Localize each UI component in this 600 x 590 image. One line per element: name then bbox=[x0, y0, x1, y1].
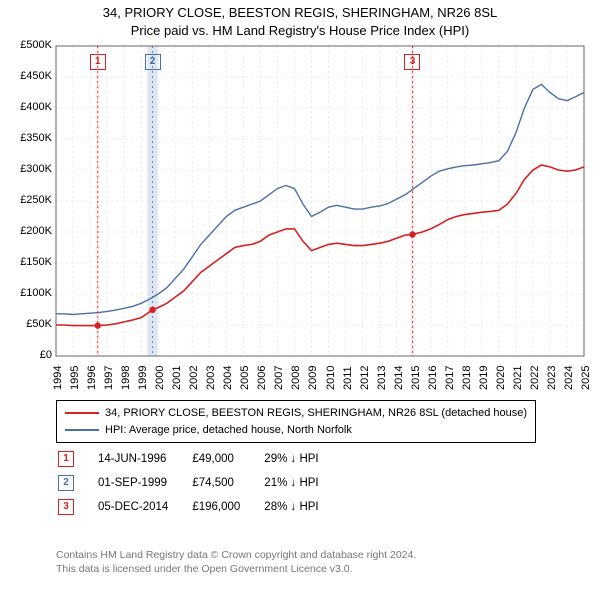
sales-table: 1 14-JUN-1996 £49,000 29% ↓ HPI 2 01-SEP… bbox=[56, 446, 343, 520]
chart-marker-1: 1 bbox=[90, 54, 106, 70]
x-tick-label: 2022 bbox=[529, 366, 541, 390]
x-tick-label: 1996 bbox=[86, 366, 98, 390]
chart-marker-2: 2 bbox=[145, 54, 161, 70]
sale-marker-1: 1 bbox=[58, 451, 74, 467]
y-tick-label: £400K bbox=[4, 101, 52, 113]
sale-date: 05-DEC-2014 bbox=[98, 496, 190, 518]
table-row: 3 05-DEC-2014 £196,000 28% ↓ HPI bbox=[58, 496, 341, 518]
table-row: 2 01-SEP-1999 £74,500 21% ↓ HPI bbox=[58, 472, 341, 494]
y-tick-label: £200K bbox=[4, 225, 52, 237]
sale-date: 14-JUN-1996 bbox=[98, 448, 190, 470]
legend-label-property: 34, PRIORY CLOSE, BEESTON REGIS, SHERING… bbox=[105, 407, 527, 419]
table-row: 1 14-JUN-1996 £49,000 29% ↓ HPI bbox=[58, 448, 341, 470]
legend-swatch-hpi bbox=[65, 429, 99, 431]
footnote: Contains HM Land Registry data © Crown c… bbox=[56, 548, 416, 576]
legend-item-hpi: HPI: Average price, detached house, Nort… bbox=[65, 422, 527, 439]
x-tick-label: 1995 bbox=[69, 366, 81, 390]
x-tick-label: 2023 bbox=[546, 366, 558, 390]
x-tick-label: 2012 bbox=[359, 366, 371, 390]
sale-marker-3: 3 bbox=[58, 499, 74, 515]
y-tick-label: £150K bbox=[4, 256, 52, 268]
x-tick-label: 2020 bbox=[495, 366, 507, 390]
x-tick-label: 2016 bbox=[427, 366, 439, 390]
y-tick-label: £350K bbox=[4, 132, 52, 144]
x-tick-label: 2006 bbox=[256, 366, 268, 390]
y-tick-label: £450K bbox=[4, 70, 52, 82]
y-tick-label: £0 bbox=[4, 349, 52, 361]
x-tick-label: 2013 bbox=[376, 366, 388, 390]
sale-marker-2: 2 bbox=[58, 475, 74, 491]
x-tick-label: 1997 bbox=[103, 366, 115, 390]
x-tick-label: 1999 bbox=[137, 366, 149, 390]
x-tick-label: 2024 bbox=[563, 366, 575, 390]
x-tick-label: 2015 bbox=[410, 366, 422, 390]
legend-swatch-property bbox=[65, 412, 99, 414]
y-tick-label: £100K bbox=[4, 287, 52, 299]
x-tick-label: 2003 bbox=[205, 366, 217, 390]
legend-item-property: 34, PRIORY CLOSE, BEESTON REGIS, SHERING… bbox=[65, 405, 527, 422]
x-tick-label: 2004 bbox=[222, 366, 234, 390]
sale-delta: 21% ↓ HPI bbox=[264, 472, 340, 494]
sale-price: £74,500 bbox=[192, 472, 262, 494]
sale-price: £196,000 bbox=[192, 496, 262, 518]
footnote-line-1: Contains HM Land Registry data © Crown c… bbox=[56, 548, 416, 562]
x-tick-label: 2017 bbox=[444, 366, 456, 390]
sale-date: 01-SEP-1999 bbox=[98, 472, 190, 494]
x-tick-label: 2025 bbox=[580, 366, 592, 390]
y-tick-label: £50K bbox=[4, 318, 52, 330]
x-tick-label: 2009 bbox=[307, 366, 319, 390]
x-tick-label: 2008 bbox=[290, 366, 302, 390]
sale-delta: 28% ↓ HPI bbox=[264, 496, 340, 518]
x-tick-label: 2019 bbox=[478, 366, 490, 390]
x-tick-label: 2000 bbox=[154, 366, 166, 390]
x-tick-label: 2005 bbox=[239, 366, 251, 390]
y-tick-label: £300K bbox=[4, 163, 52, 175]
footnote-line-2: This data is licensed under the Open Gov… bbox=[56, 562, 416, 576]
legend: 34, PRIORY CLOSE, BEESTON REGIS, SHERING… bbox=[56, 400, 536, 443]
x-tick-label: 2021 bbox=[512, 366, 524, 390]
x-tick-label: 2001 bbox=[171, 366, 183, 390]
y-tick-label: £250K bbox=[4, 194, 52, 206]
x-tick-label: 1994 bbox=[52, 366, 64, 390]
sale-delta: 29% ↓ HPI bbox=[264, 448, 340, 470]
x-tick-label: 2011 bbox=[342, 366, 354, 390]
x-tick-label: 2010 bbox=[325, 366, 337, 390]
x-tick-label: 2007 bbox=[273, 366, 285, 390]
legend-label-hpi: HPI: Average price, detached house, Nort… bbox=[105, 424, 352, 436]
x-tick-label: 1998 bbox=[120, 366, 132, 390]
x-tick-label: 2018 bbox=[461, 366, 473, 390]
chart-marker-3: 3 bbox=[404, 54, 420, 70]
sale-price: £49,000 bbox=[192, 448, 262, 470]
y-tick-label: £500K bbox=[4, 39, 52, 51]
x-tick-label: 2002 bbox=[188, 366, 200, 390]
x-tick-label: 2014 bbox=[393, 366, 405, 390]
